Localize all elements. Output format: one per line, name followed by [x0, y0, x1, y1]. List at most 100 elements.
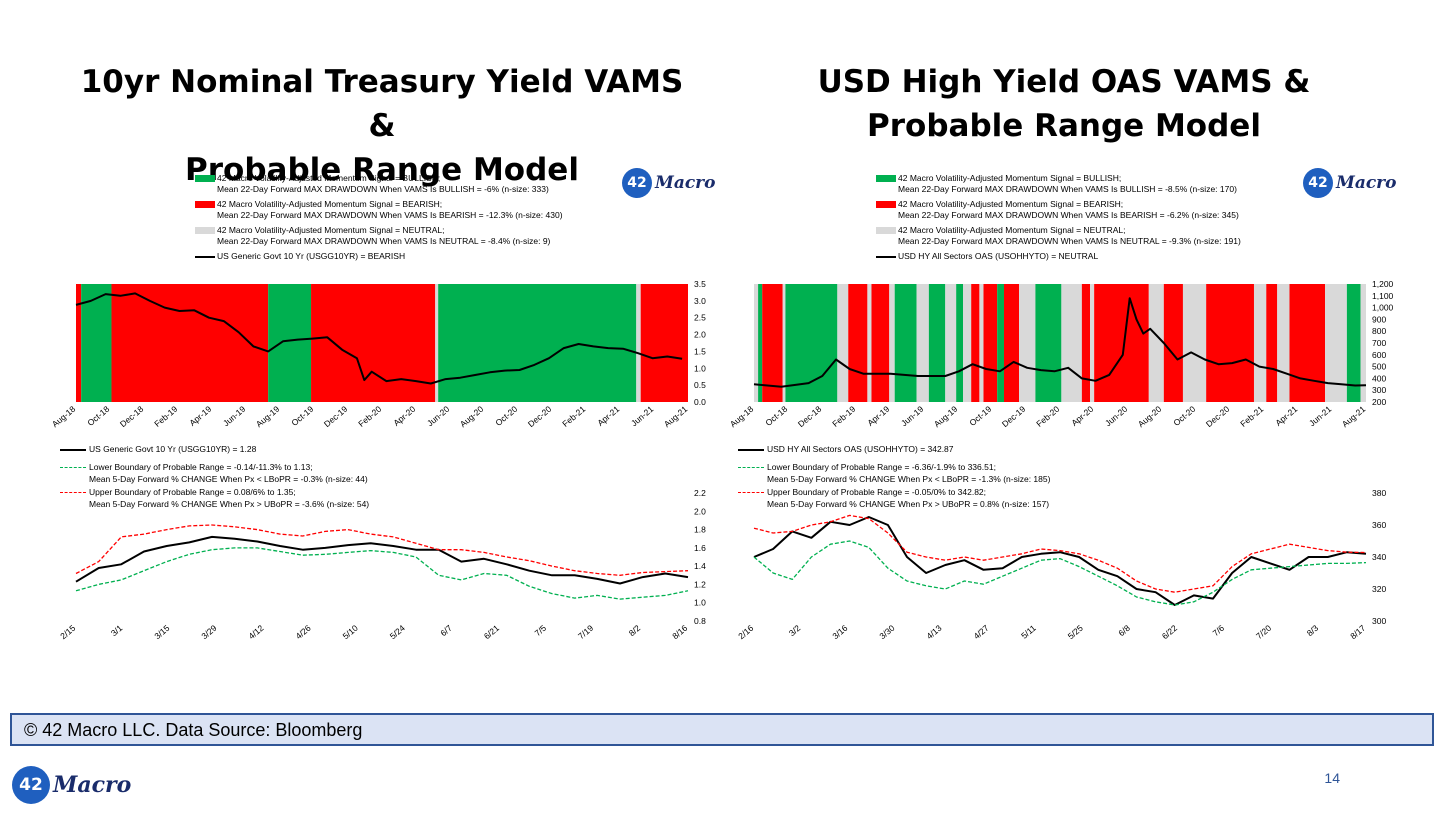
regime-band-neutral — [1325, 284, 1347, 402]
x-tick-label: Oct-19 — [289, 404, 315, 428]
regime-band-bullish — [956, 284, 964, 402]
upper-boundary-line — [75, 524, 689, 576]
x-tick-label: Aug-19 — [932, 404, 960, 429]
x-tick-label: Jun-19 — [221, 404, 248, 429]
legend-price: USD HY All Sectors OAS (USOHHYTO) = 342.… — [767, 444, 954, 454]
regime-band-bearish — [1163, 284, 1183, 402]
price-line — [75, 535, 689, 585]
legend-lower-line1: Lower Boundary of Probable Range = -6.36… — [767, 462, 996, 472]
x-tick-label: 3/29 — [199, 623, 218, 641]
regime-band-neutral — [867, 284, 872, 402]
regime-band-neutral — [1253, 284, 1267, 402]
x-tick-label: Aug-21 — [1340, 404, 1368, 429]
right-top-legend: 42 Macro Volatility-Adjusted Momentum Si… — [876, 173, 1241, 267]
x-tick-label: Aug-18 — [50, 404, 77, 429]
x-tick-label: 5/25 — [1066, 623, 1085, 641]
bearish-swatch — [876, 201, 896, 208]
left-bottom-legend: US Generic Govt 10 Yr (USGG10YR) = 1.28 … — [60, 443, 369, 510]
x-tick-label: Apr-21 — [595, 404, 621, 428]
x-tick-label: Oct-20 — [1171, 404, 1197, 428]
legend-price: US Generic Govt 10 Yr (USGG10YR) = 1.28 — [89, 444, 257, 454]
regime-band-bearish — [1266, 284, 1278, 402]
footer-logo: 42 Macro — [12, 766, 131, 804]
x-tick-label: Apr-21 — [1273, 404, 1299, 428]
x-tick-label: 4/13 — [924, 623, 943, 641]
x-tick-label: Aug-20 — [458, 404, 486, 429]
series-line-swatch — [195, 256, 215, 258]
x-tick-label: Feb-19 — [830, 404, 857, 429]
x-tick-label: 4/27 — [972, 623, 991, 641]
y-tick-label: 1,000 — [1372, 303, 1394, 313]
legend-lower-line2: Mean 5-Day Forward % CHANGE When Px < LB… — [89, 474, 368, 484]
y-tick-label: 1.0 — [694, 363, 706, 373]
regime-band-bullish — [1346, 284, 1361, 402]
regime-band-bullish — [997, 284, 1004, 402]
x-tick-label: Feb-21 — [1238, 404, 1265, 429]
regime-band-bearish — [848, 284, 868, 402]
x-tick-label: Apr-20 — [1069, 404, 1095, 428]
y-tick-label: 1.6 — [694, 543, 706, 553]
regime-band-bearish — [983, 284, 998, 402]
y-tick-label: 900 — [1372, 314, 1386, 324]
regime-band-bearish — [1003, 284, 1020, 402]
logo-badge: 42 — [12, 766, 50, 804]
regime-band-neutral — [1090, 284, 1095, 402]
right-title-line1: USD High Yield OAS VAMS & — [817, 64, 1311, 100]
x-tick-label: Oct-20 — [493, 404, 519, 428]
y-tick-label: 360 — [1372, 520, 1386, 530]
y-tick-label: 320 — [1372, 584, 1386, 594]
y-tick-label: 1,200 — [1372, 279, 1394, 289]
upper-line-swatch — [738, 492, 764, 493]
x-tick-label: Apr-19 — [865, 404, 891, 428]
neutral-swatch — [876, 227, 896, 234]
upper-boundary-line — [753, 514, 1367, 593]
y-tick-label: 600 — [1372, 350, 1386, 360]
regime-band-bullish — [1035, 284, 1062, 402]
x-tick-label: 6/7 — [438, 623, 454, 638]
regime-band-bearish — [76, 284, 82, 402]
page-number: 14 — [1324, 770, 1340, 786]
price-line-swatch — [60, 449, 86, 451]
legend-bearish-line2: Mean 22-Day Forward MAX DRAWDOWN When VA… — [898, 209, 1239, 220]
regime-band-neutral — [1360, 284, 1366, 402]
x-tick-label: Feb-19 — [152, 404, 179, 429]
bullish-swatch — [876, 175, 896, 182]
left-chart-title: 10yr Nominal Treasury Yield VAMS & Proba… — [72, 60, 692, 192]
x-tick-label: Apr-19 — [187, 404, 213, 428]
x-tick-label: 8/17 — [1348, 623, 1367, 641]
legend-upper-line2: Mean 5-Day Forward % CHANGE When Px > UB… — [89, 499, 370, 509]
x-tick-label: 7/6 — [1211, 623, 1227, 638]
x-tick-label: Feb-20 — [1034, 404, 1061, 429]
x-tick-label: Feb-21 — [560, 404, 587, 429]
y-tick-label: 700 — [1372, 338, 1386, 348]
legend-bearish-line2: Mean 22-Day Forward MAX DRAWDOWN When VA… — [217, 209, 563, 220]
x-tick-label: 7/19 — [576, 623, 595, 641]
lower-line-swatch — [60, 467, 86, 468]
regime-band-neutral — [435, 284, 439, 402]
regime-band-bullish — [758, 284, 763, 402]
legend-bullish-line2: Mean 22-Day Forward MAX DRAWDOWN When VA… — [898, 183, 1237, 194]
left-top-vams-chart: 3.5 3.0 2.5 2.0 1.5 1.0 0.5 0.0 Aug-18 Oct-18 Dec-… — [50, 279, 706, 429]
regime-band-neutral — [1277, 284, 1290, 402]
x-tick-label: 7/20 — [1254, 623, 1273, 641]
x-tick-label: Aug-19 — [254, 404, 282, 429]
x-tick-label: Jun-20 — [425, 404, 452, 429]
y-tick-label: 1.0 — [694, 598, 706, 608]
x-tick-label: 3/1 — [109, 623, 125, 638]
x-tick-label: Jun-21 — [1307, 404, 1334, 429]
x-tick-label: 4/12 — [246, 623, 265, 641]
legend-upper-line2: Mean 5-Day Forward % CHANGE When Px > UB… — [767, 499, 1050, 509]
logo-wordmark: Macro — [655, 173, 716, 193]
regime-band-neutral — [916, 284, 929, 402]
lower-boundary-line — [75, 547, 689, 600]
y-tick-label: 500 — [1372, 362, 1386, 372]
x-tick-label: 3/16 — [830, 623, 849, 641]
legend-series: US Generic Govt 10 Yr (USGG10YR) = BEARI… — [217, 251, 406, 261]
y-tick-label: 3.5 — [694, 279, 706, 289]
x-tick-label: Apr-20 — [391, 404, 417, 428]
left-top-legend: 42 Macro Volatility-Adjusted Momentum Si… — [195, 173, 563, 267]
regime-band-bearish — [1206, 284, 1254, 402]
regime-band-neutral — [963, 284, 972, 402]
right-bottom-legend: USD HY All Sectors OAS (USOHHYTO) = 342.… — [738, 443, 1050, 510]
